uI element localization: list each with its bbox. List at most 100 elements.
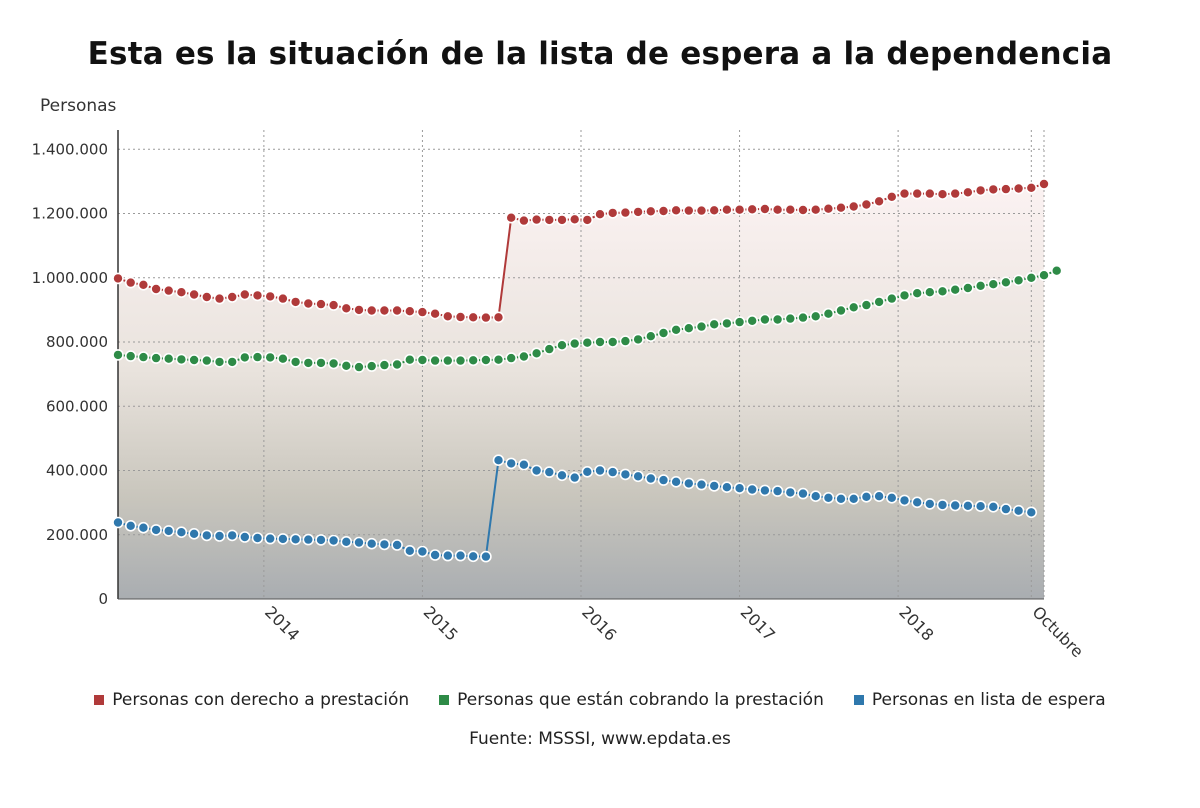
data-point[interactable] (492, 311, 505, 324)
data-point[interactable] (137, 278, 150, 291)
data-point[interactable] (860, 490, 873, 503)
data-point[interactable] (150, 524, 162, 536)
data-point[interactable] (492, 454, 505, 467)
data-point[interactable] (797, 204, 809, 216)
data-point[interactable] (162, 525, 175, 537)
data-point[interactable] (1000, 503, 1012, 515)
data-point[interactable] (201, 354, 213, 367)
data-point[interactable] (480, 311, 492, 324)
data-point[interactable] (505, 211, 518, 224)
data-point[interactable] (137, 351, 150, 363)
data-point[interactable] (213, 530, 226, 542)
data-point[interactable] (568, 471, 581, 484)
data-point[interactable] (112, 272, 124, 285)
data-point[interactable] (581, 465, 594, 478)
data-point[interactable] (1000, 276, 1012, 289)
data-point[interactable] (556, 339, 568, 352)
data-point[interactable] (809, 490, 822, 503)
data-point[interactable] (403, 305, 416, 318)
data-point[interactable] (936, 285, 949, 298)
data-point[interactable] (213, 292, 226, 305)
data-point[interactable] (657, 205, 670, 217)
data-point[interactable] (505, 457, 518, 470)
legend-item-espera[interactable]: Personas en lista de espera (853, 690, 1106, 710)
data-point[interactable] (606, 207, 619, 219)
data-point[interactable] (987, 500, 1000, 513)
data-point[interactable] (543, 466, 556, 478)
data-point[interactable] (391, 304, 403, 317)
data-point[interactable] (835, 492, 847, 505)
data-point[interactable] (898, 494, 911, 507)
data-point[interactable] (264, 290, 277, 303)
data-point[interactable] (759, 203, 771, 215)
data-point[interactable] (315, 534, 327, 546)
data-point[interactable] (391, 358, 403, 371)
data-point[interactable] (543, 343, 556, 355)
data-point[interactable] (530, 347, 543, 360)
data-point[interactable] (759, 313, 771, 326)
data-point[interactable] (733, 482, 746, 495)
data-point[interactable] (708, 204, 721, 217)
data-point[interactable] (201, 291, 213, 303)
data-point[interactable] (454, 311, 467, 323)
data-point[interactable] (201, 529, 213, 542)
data-point[interactable] (784, 312, 797, 325)
data-point[interactable] (378, 359, 391, 371)
data-point[interactable] (454, 549, 467, 562)
data-point[interactable] (784, 486, 797, 499)
data-point[interactable] (797, 311, 809, 324)
data-point[interactable] (962, 499, 974, 512)
data-point[interactable] (226, 356, 238, 368)
data-point[interactable] (594, 336, 606, 348)
data-point[interactable] (188, 288, 200, 301)
data-point[interactable] (429, 549, 441, 561)
data-point[interactable] (860, 299, 873, 311)
data-point[interactable] (581, 214, 594, 226)
data-point[interactable] (974, 279, 987, 292)
data-point[interactable] (302, 533, 315, 546)
data-point[interactable] (962, 186, 974, 199)
data-point[interactable] (416, 545, 429, 558)
data-point[interactable] (289, 533, 302, 546)
data-point[interactable] (695, 478, 708, 491)
data-point[interactable] (403, 353, 416, 366)
data-point[interactable] (923, 286, 936, 299)
data-point[interactable] (860, 198, 873, 211)
data-point[interactable] (708, 318, 721, 331)
data-point[interactable] (226, 291, 238, 303)
data-point[interactable] (708, 480, 721, 492)
data-point[interactable] (467, 354, 480, 367)
data-point[interactable] (124, 350, 137, 362)
data-point[interactable] (809, 310, 822, 323)
data-point[interactable] (162, 284, 175, 297)
data-point[interactable] (467, 311, 480, 324)
data-point[interactable] (365, 304, 378, 317)
data-point[interactable] (847, 200, 860, 213)
data-point[interactable] (365, 360, 378, 372)
data-point[interactable] (251, 532, 264, 544)
data-point[interactable] (911, 496, 924, 509)
data-point[interactable] (911, 287, 924, 300)
data-point[interactable] (936, 499, 949, 511)
data-point[interactable] (885, 491, 898, 504)
data-point[interactable] (188, 354, 200, 366)
data-point[interactable] (606, 336, 619, 348)
data-point[interactable] (594, 464, 606, 477)
data-point[interactable] (568, 213, 581, 226)
data-point[interactable] (771, 485, 784, 497)
legend-item-cobrando[interactable]: Personas que están cobrando la prestació… (439, 690, 824, 710)
data-point[interactable] (124, 519, 137, 532)
data-point[interactable] (150, 352, 162, 364)
data-point[interactable] (682, 204, 695, 217)
data-point[interactable] (353, 536, 365, 549)
data-point[interactable] (873, 490, 885, 503)
data-point[interactable] (556, 214, 568, 226)
data-point[interactable] (213, 356, 226, 368)
data-point[interactable] (188, 527, 200, 540)
data-point[interactable] (695, 320, 708, 333)
data-point[interactable] (670, 204, 682, 217)
data-point[interactable] (835, 304, 847, 317)
data-point[interactable] (492, 353, 505, 366)
data-point[interactable] (670, 475, 682, 488)
data-point[interactable] (251, 351, 264, 363)
